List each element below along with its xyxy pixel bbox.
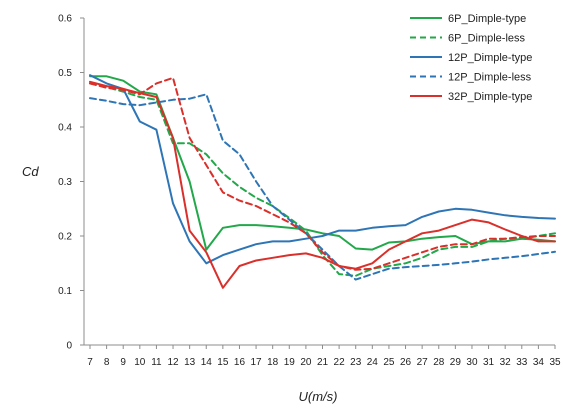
- x-tick-label: 24: [367, 357, 379, 368]
- y-tick-label: 0.3: [58, 177, 72, 188]
- x-tick-label: 32: [500, 357, 512, 368]
- x-tick-label: 19: [284, 357, 296, 368]
- x-tick-label: 8: [104, 357, 110, 368]
- x-tick-label: 18: [267, 357, 279, 368]
- x-tick-label: 28: [433, 357, 445, 368]
- legend-label: 12P_Dimple-less: [448, 72, 532, 84]
- x-tick-label: 15: [217, 357, 229, 368]
- x-tick-label: 9: [120, 357, 126, 368]
- x-tick-label: 33: [516, 357, 528, 368]
- x-tick-label: 14: [201, 357, 213, 368]
- x-tick-label: 34: [533, 357, 545, 368]
- y-tick-label: 0.5: [58, 68, 72, 79]
- x-tick-label: 13: [184, 357, 196, 368]
- series-line-6: [89, 76, 556, 271]
- plot-area: [89, 74, 556, 289]
- series-line-5: [89, 80, 556, 289]
- x-tick-label: 21: [317, 357, 329, 368]
- legend-label: 6P_Dimple-type: [448, 13, 526, 25]
- x-tick-label: 11: [151, 357, 162, 368]
- x-tick-label: 10: [134, 357, 146, 368]
- legend: 6P_Dimple-type 6P_Dimple-less 12P_Dimple-t…: [410, 13, 532, 103]
- x-tick-label: 27: [417, 357, 429, 368]
- x-tick-label: 20: [300, 357, 312, 368]
- x-tick-label: 30: [466, 357, 478, 368]
- x-tick-label: 17: [251, 357, 263, 368]
- x-tick-label: 29: [450, 357, 462, 368]
- x-tick-label: 23: [350, 357, 362, 368]
- x-tick-label: 26: [400, 357, 412, 368]
- axes: 0 0.1 0.2 0.3 0.4 0.5 0.6 7 8 9 10 11 12 13 14 15 16 17 18…: [58, 14, 561, 369]
- y-tick-label: 0.1: [58, 286, 72, 297]
- legend-label: 12P_Dimple-type: [448, 52, 532, 64]
- y-axis-label: Cd: [22, 164, 39, 179]
- x-axis-label: U(m/s): [299, 389, 338, 404]
- series-line-2: [89, 82, 556, 277]
- x-tick-label: 22: [334, 357, 346, 368]
- y-tick-label: 0.2: [58, 232, 72, 243]
- x-tick-label: 31: [483, 357, 495, 368]
- legend-label: 32P_Dimple-type: [448, 91, 532, 103]
- series-line-3: [89, 74, 556, 265]
- x-tick-label: 12: [167, 357, 179, 368]
- series-line-4: [89, 93, 556, 281]
- y-tick-label: 0.6: [58, 14, 72, 25]
- x-tick-label: 25: [383, 357, 395, 368]
- y-tick-label: 0: [66, 341, 72, 352]
- y-tick-label: 0.4: [58, 123, 72, 134]
- x-tick-label: 35: [549, 357, 561, 368]
- x-tick-label: 7: [87, 357, 93, 368]
- legend-label: 6P_Dimple-less: [448, 33, 526, 45]
- x-tick-label: 16: [234, 357, 246, 368]
